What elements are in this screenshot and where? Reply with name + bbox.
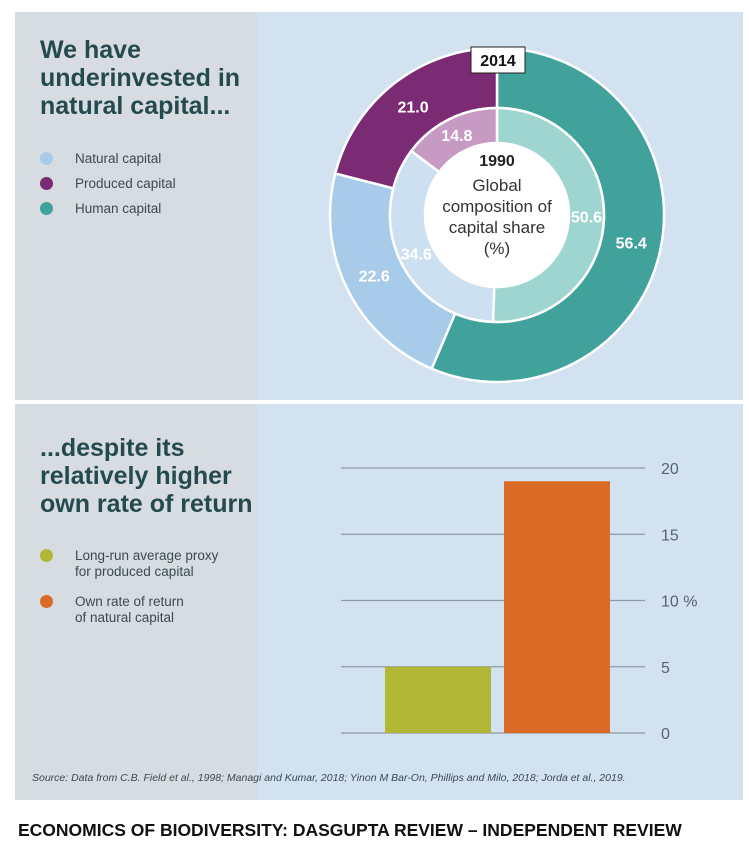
top-headline-line: underinvested in bbox=[40, 64, 241, 92]
bottom-legend-item: Own rate of return of natural capital bbox=[40, 594, 218, 640]
bottom-headline: ...despite its relatively higher own rate … bbox=[40, 434, 253, 518]
donut-center-year: 1990 bbox=[479, 153, 515, 170]
bottom-left-panel bbox=[15, 404, 257, 800]
legend-swatch bbox=[40, 177, 53, 190]
donut-inner-value-label: 14.8 bbox=[441, 128, 472, 145]
bar-y-tick-label: 20 bbox=[661, 461, 679, 478]
legend-label: Natural capital bbox=[75, 151, 162, 166]
bar-y-tick-label: 5 bbox=[661, 660, 670, 677]
bottom-right-panel bbox=[257, 404, 743, 800]
legend-label: Long-run average proxy for produced capi… bbox=[75, 548, 219, 579]
donut-year-tag-box bbox=[470, 46, 526, 74]
top-legend: Natural capital Produced capital Human cap… bbox=[40, 151, 176, 226]
legend-label: Own rate of return of natural capital bbox=[75, 594, 184, 625]
top-legend-item: Natural capital bbox=[40, 151, 176, 176]
footer-title: ECONOMICS OF BIODIVERSITY: DASGUPTA REVI… bbox=[18, 820, 682, 840]
bottom-legend-item: Long-run average proxy for produced capi… bbox=[40, 548, 218, 594]
donut-center bbox=[426, 144, 568, 286]
top-headline-line: natural capital... bbox=[40, 92, 231, 120]
bottom-headline-line: ...despite its bbox=[40, 434, 185, 462]
top-headline-line: We have bbox=[40, 36, 141, 64]
legend-swatch bbox=[40, 202, 53, 215]
donut-center-text-line: Global bbox=[472, 176, 521, 195]
donut-inner-value-label: 50.6 bbox=[571, 210, 602, 227]
top-headline: We have underinvested in natural capital..… bbox=[40, 36, 240, 120]
bar-y-tick-label: 15 bbox=[661, 527, 679, 544]
bar-1 bbox=[385, 666, 491, 733]
legend-label: Produced capital bbox=[75, 176, 176, 191]
bottom-headline-line: own rate of return bbox=[40, 490, 253, 518]
donut-inner-slice bbox=[409, 106, 499, 174]
donut-inner-value-label: 34.6 bbox=[401, 247, 432, 264]
bar-y-tick-label: 10 % bbox=[661, 594, 697, 611]
top-legend-item: Human capital bbox=[40, 201, 176, 226]
donut-outer-value-label: 22.6 bbox=[359, 269, 390, 286]
donut-center-text-line: (%) bbox=[484, 239, 510, 258]
bar-2 bbox=[504, 481, 610, 733]
donut-inner-slice bbox=[491, 106, 606, 324]
source-note: Source: Data from C.B. Field et al., 199… bbox=[32, 772, 626, 784]
donut-year-tag: 2014 bbox=[480, 53, 516, 70]
top-left-panel bbox=[15, 12, 257, 400]
bar-y-tick-label: 0 bbox=[661, 726, 670, 743]
bottom-legend: Long-run average proxy for produced capi… bbox=[40, 548, 218, 640]
legend-label: Human capital bbox=[75, 201, 162, 216]
legend-swatch bbox=[40, 595, 53, 608]
top-legend-item: Produced capital bbox=[40, 176, 176, 201]
donut-center-text-line: composition of bbox=[442, 197, 552, 216]
legend-swatch bbox=[40, 549, 53, 562]
donut-outer-value-label: 21.0 bbox=[397, 100, 428, 117]
bottom-headline-line: relatively higher bbox=[40, 462, 232, 490]
donut-center-text-line: capital share bbox=[449, 218, 545, 237]
legend-swatch bbox=[40, 152, 53, 165]
donut-outer-value-label: 56.4 bbox=[616, 235, 647, 252]
